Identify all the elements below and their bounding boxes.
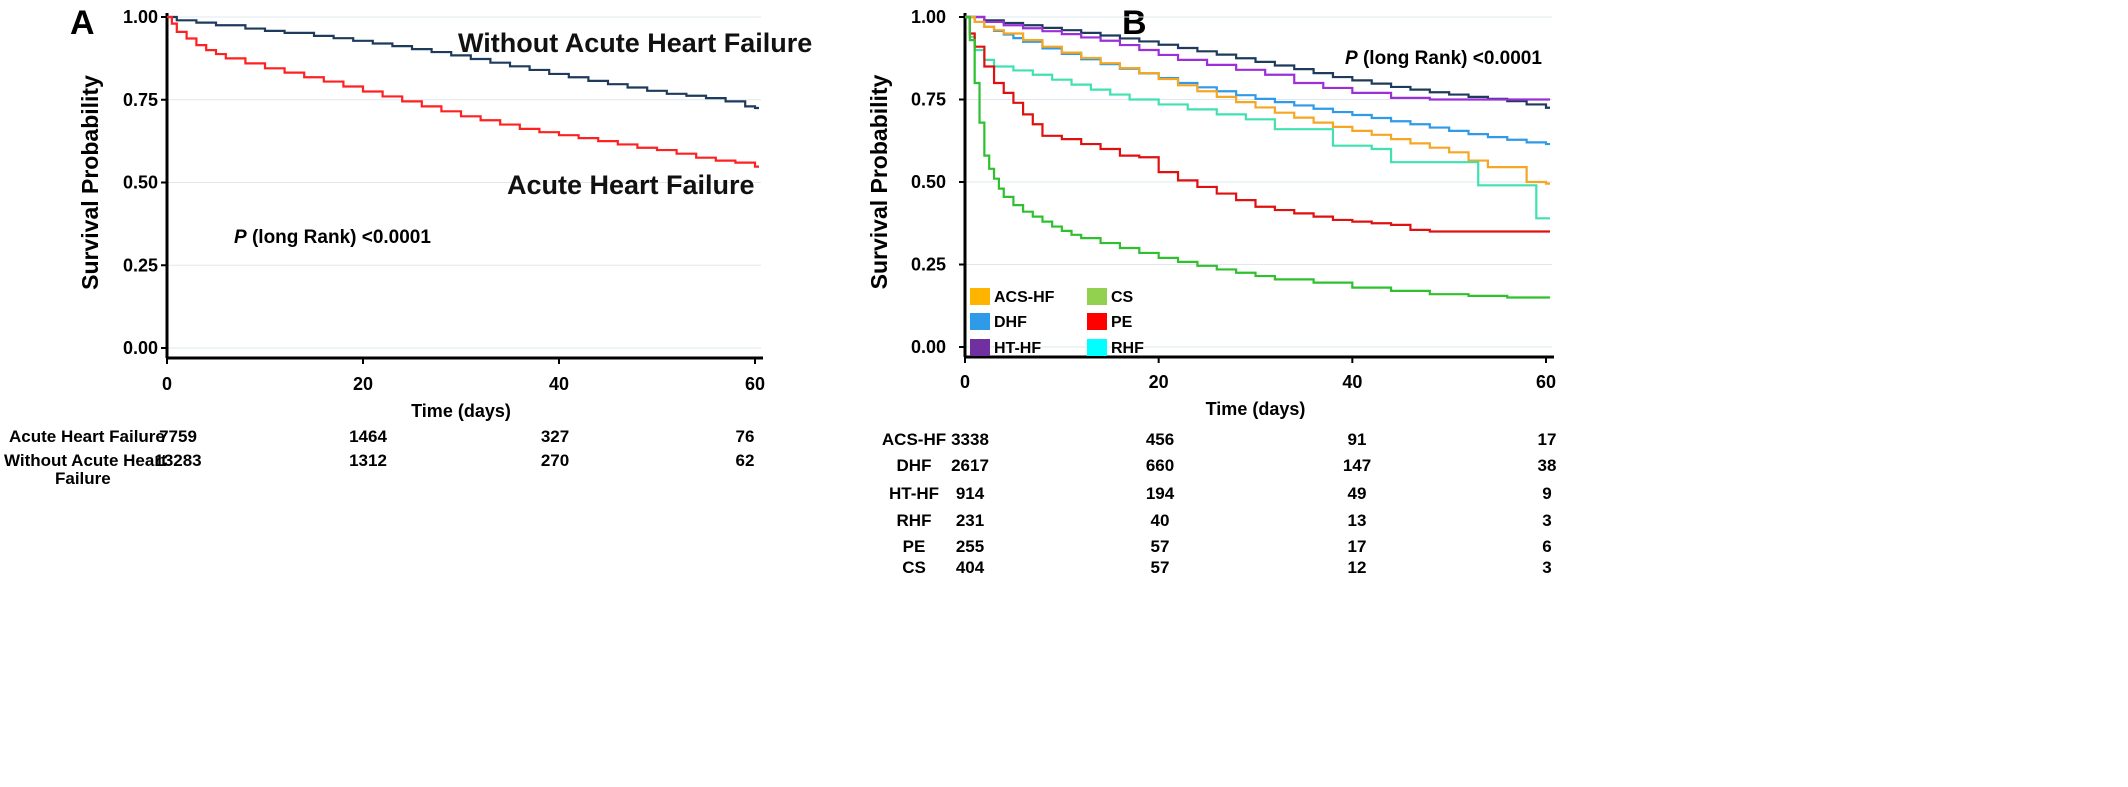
legend-label-pe: PE	[1111, 314, 1133, 331]
series-line-rhf	[965, 15, 1550, 220]
risk-cell: 7759	[159, 427, 197, 446]
legend-label-dhf: DHF	[994, 314, 1027, 331]
risk-cell: 3	[1542, 511, 1551, 530]
risk-cell: 327	[541, 427, 569, 446]
series-line-acute-heart-failure	[167, 15, 759, 168]
y-tick-label: 0.50	[911, 172, 946, 192]
x-tick-label: 40	[549, 374, 569, 394]
risk-row-label: RHF	[897, 511, 932, 530]
y-tick-label: 0.50	[123, 173, 158, 193]
risk-cell: 17	[1538, 430, 1557, 449]
risk-cell: 404	[956, 558, 985, 577]
risk-cell: 1464	[349, 427, 387, 446]
legend-swatch-acs-hf	[970, 288, 990, 305]
y-tick-label: 0.25	[911, 255, 946, 275]
series-line-cs	[965, 15, 1550, 299]
y-tick-label: 0.00	[911, 337, 946, 357]
legend-swatch-ht-hf	[970, 339, 990, 356]
x-tick-label: 60	[1536, 372, 1556, 392]
risk-cell: 76	[736, 427, 755, 446]
p-rest: (long Rank) <0.0001	[1358, 48, 1543, 69]
legend-label-acs-hf: ACS-HF	[994, 289, 1055, 306]
p-italic: P	[1345, 48, 1358, 69]
legend-swatch-dhf	[970, 313, 990, 330]
risk-cell: 1312	[349, 451, 387, 470]
y-axis-title: Survival Probability	[77, 75, 103, 290]
risk-cell: 62	[736, 451, 755, 470]
series-line-acs-hf	[965, 15, 1550, 185]
risk-cell: 456	[1146, 430, 1174, 449]
risk-cell: 914	[956, 484, 985, 503]
panel-a-chart: 0.00 0.25 0.50 0.75 1.00 0 20 40 60 Time (days) Su…	[77, 7, 812, 421]
p-rest: (long Rank) <0.0001	[247, 227, 432, 248]
risk-cell: 660	[1146, 456, 1174, 475]
series-line-without-acute-heart-failure	[167, 15, 759, 110]
risk-cell: 57	[1151, 558, 1170, 577]
series-line-overall	[965, 15, 1550, 109]
risk-cell: 17	[1348, 537, 1367, 556]
risk-cell: 3	[1542, 558, 1551, 577]
risk-cell: 13283	[154, 451, 201, 470]
x-tick-label: 0	[162, 374, 172, 394]
y-axis-title: Survival Probability	[866, 74, 892, 289]
p-value-annotation: P (long Rank) <0.0001	[234, 227, 431, 248]
risk-cell: 57	[1151, 537, 1170, 556]
risk-cell: 2617	[951, 456, 989, 475]
legend-swatch-rhf	[1087, 339, 1107, 356]
y-tick-label: 1.00	[911, 7, 946, 27]
x-axis-title: Time (days)	[411, 401, 511, 421]
risk-row-label: DHF	[897, 456, 932, 475]
risk-row-label: CS	[902, 558, 926, 577]
x-tick-label: 0	[960, 372, 970, 392]
risk-cell: 6	[1542, 537, 1551, 556]
series-line-pe	[965, 15, 1550, 233]
risk-cell: 194	[1146, 484, 1175, 503]
legend-swatch-cs	[1087, 288, 1107, 305]
risk-cell: 49	[1348, 484, 1367, 503]
p-value-annotation: P (long Rank) <0.0001	[1345, 48, 1542, 69]
x-tick-label: 60	[745, 374, 765, 394]
risk-row-label: PE	[903, 537, 926, 556]
risk-cell: 13	[1348, 511, 1367, 530]
y-tick-label: 0.75	[123, 90, 158, 110]
panel-b-legend: ACS-HF CS DHF PE HT-HF RHF	[970, 288, 1144, 357]
panel-a-letter: A	[70, 4, 95, 42]
legend-swatch-pe	[1087, 313, 1107, 330]
x-tick-label: 20	[1149, 372, 1169, 392]
legend-label-ht-hf: HT-HF	[994, 340, 1041, 357]
series-line-ht-hf	[965, 15, 1550, 101]
risk-row-label-line2: Failure	[55, 469, 111, 488]
x-tick-label: 40	[1342, 372, 1362, 392]
risk-cell: 9	[1542, 484, 1551, 503]
risk-cell: 38	[1538, 456, 1557, 475]
y-tick-label: 0.00	[123, 338, 158, 358]
risk-cell: 231	[956, 511, 984, 530]
risk-cell: 270	[541, 451, 569, 470]
risk-cell: 3338	[951, 430, 989, 449]
legend-label-cs: CS	[1111, 289, 1134, 306]
risk-row-label: Acute Heart Failure	[9, 427, 165, 446]
p-italic: P	[234, 227, 247, 248]
y-tick-label: 0.75	[911, 90, 946, 110]
risk-cell: 147	[1343, 456, 1371, 475]
series-annotation-ahf: Acute Heart Failure	[507, 170, 755, 200]
risk-cell: 91	[1348, 430, 1367, 449]
risk-row-label: HT-HF	[889, 484, 939, 503]
risk-cell: 40	[1151, 511, 1170, 530]
y-tick-label: 1.00	[123, 7, 158, 27]
risk-row-label: Without Acute Heart	[4, 451, 167, 470]
panel-b-chart: 0.00 0.25 0.50 0.75 1.00 0 20 40 60 Time (days) Su…	[866, 7, 1556, 419]
risk-row-label: ACS-HF	[882, 430, 946, 449]
y-tick-label: 0.25	[123, 255, 158, 275]
legend-label-rhf: RHF	[1111, 340, 1144, 357]
series-annotation-without-ahf: Without Acute Heart Failure	[458, 28, 812, 58]
risk-cell: 12	[1348, 558, 1367, 577]
risk-cell: 255	[956, 537, 984, 556]
panel-b-risk-table: ACS-HF 3338 456 91 17 DHF 2617 660 147 38 HT-HF 914…	[882, 430, 1557, 577]
x-axis-title: Time (days)	[1206, 399, 1306, 419]
x-tick-label: 20	[353, 374, 373, 394]
panel-b-letter: B	[1122, 4, 1147, 42]
